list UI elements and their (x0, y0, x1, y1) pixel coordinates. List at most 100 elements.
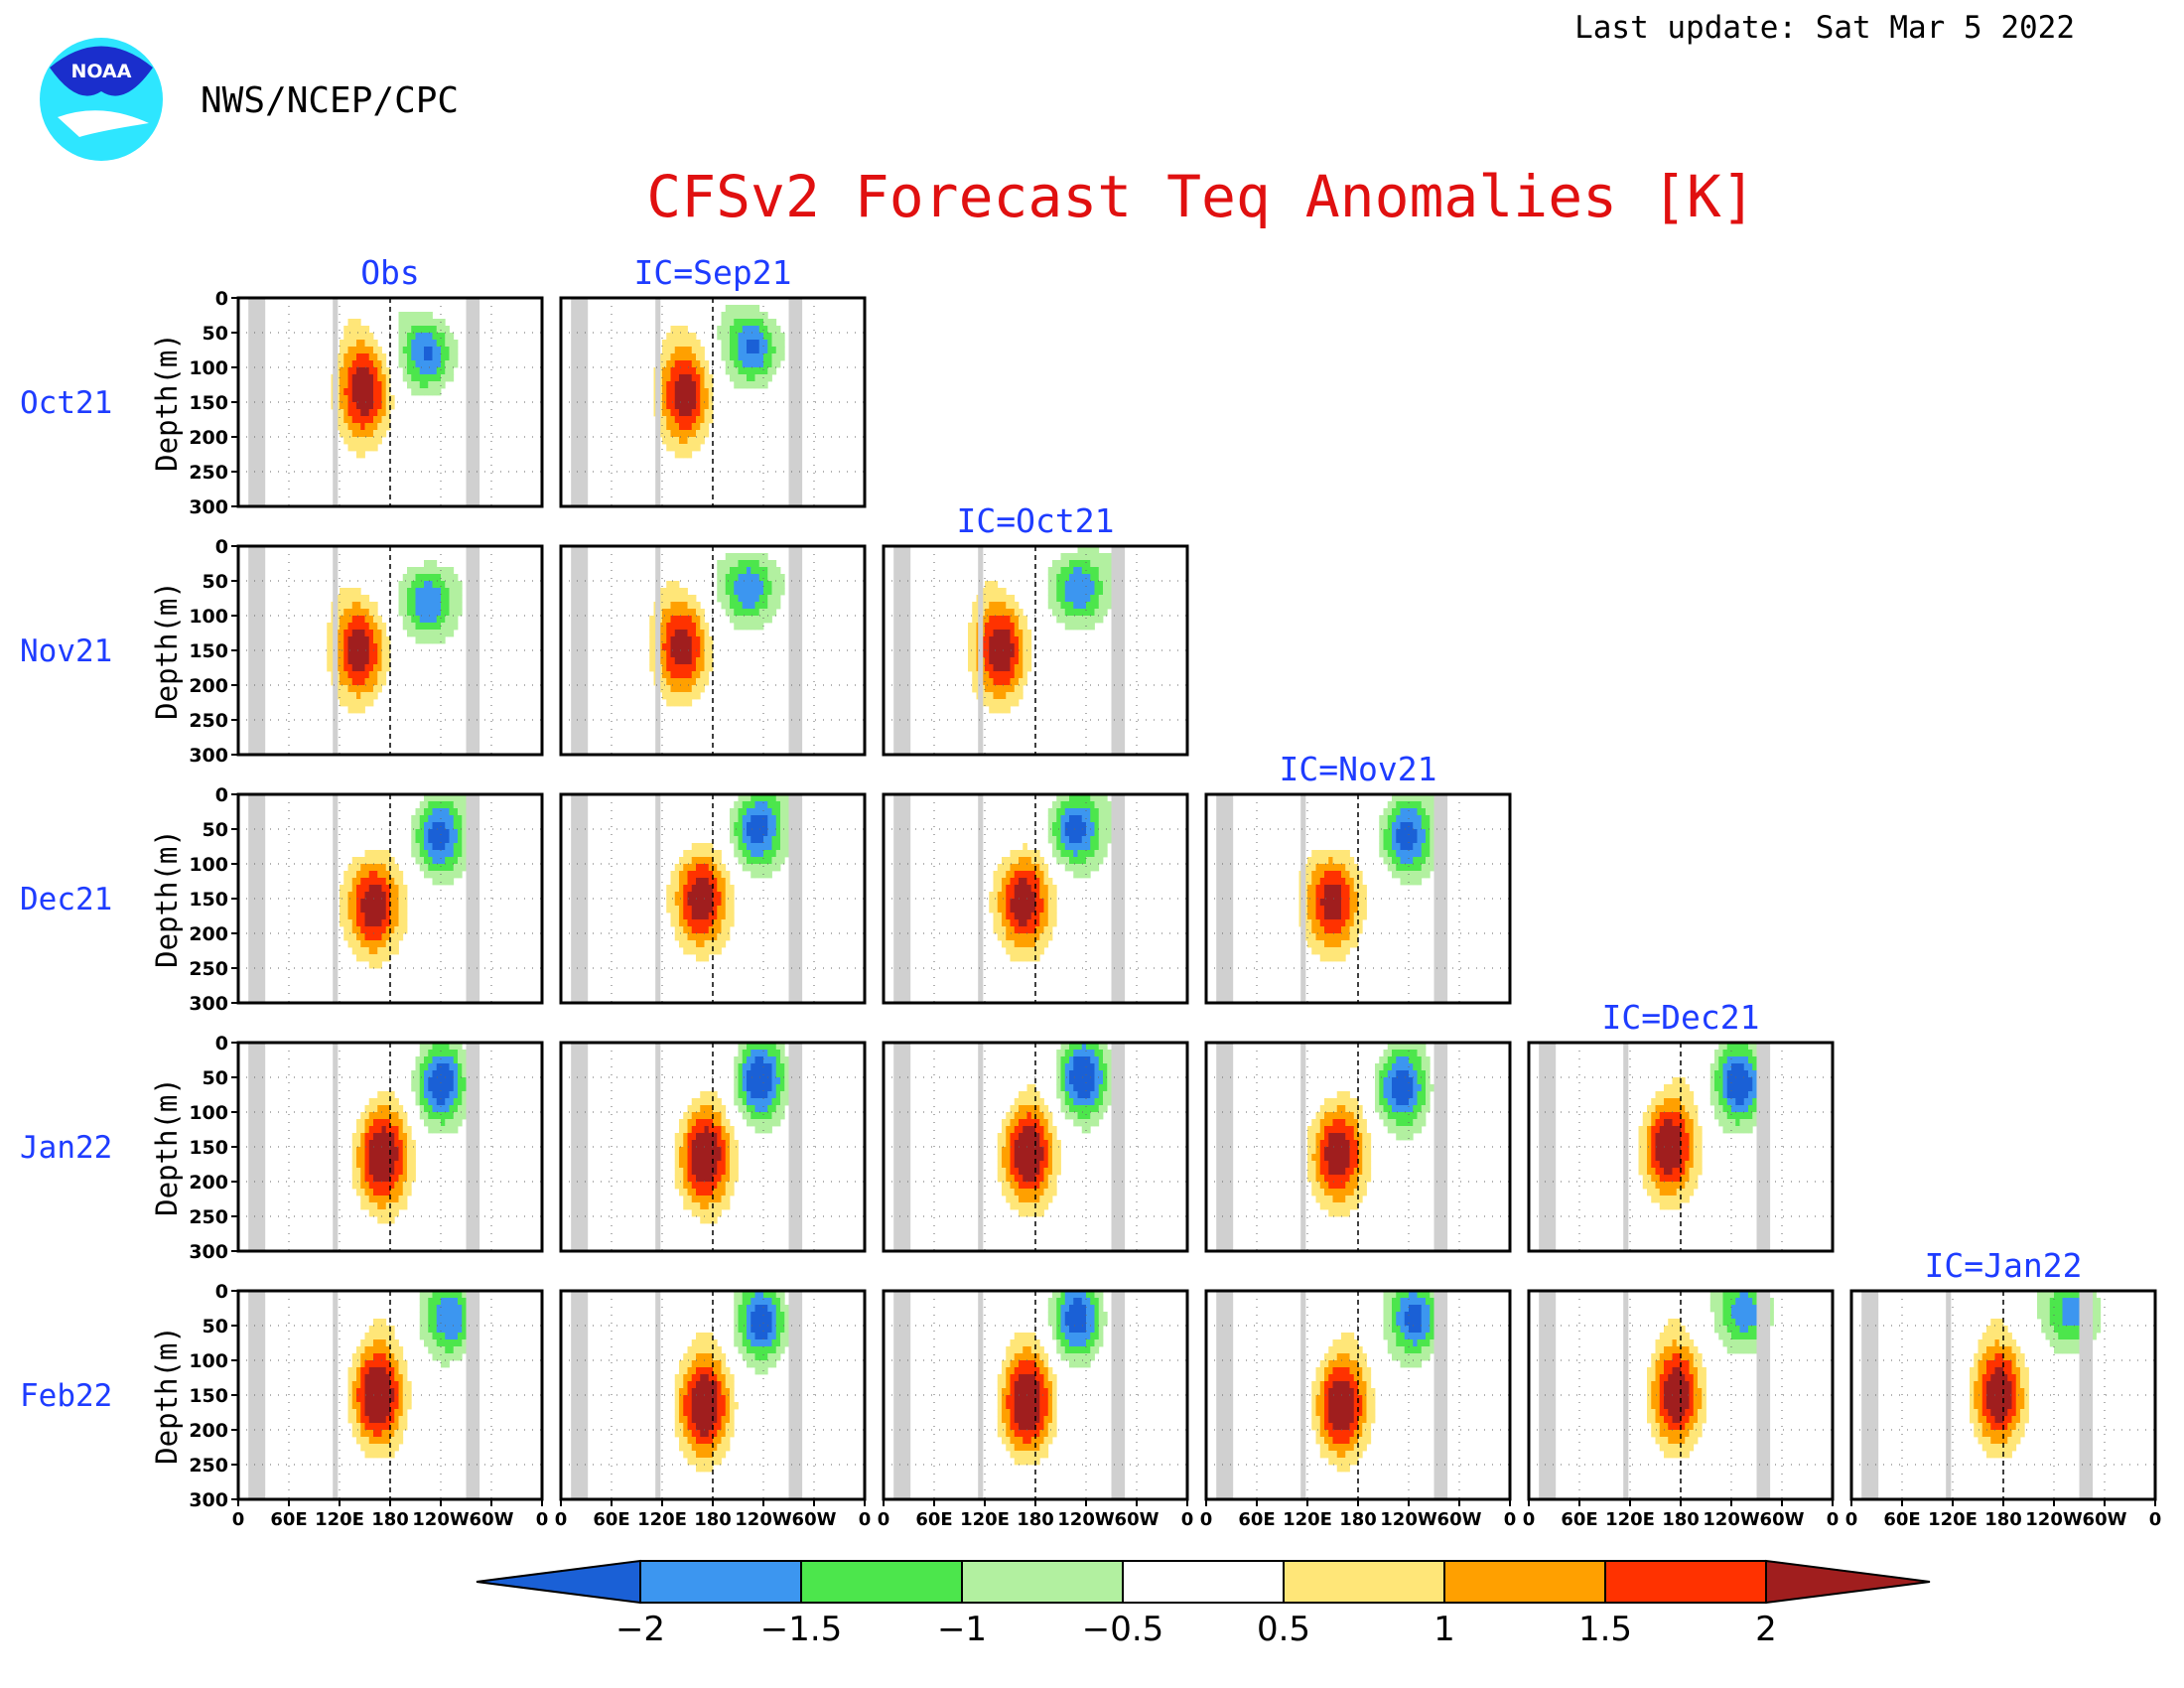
anomaly-cell (704, 1133, 710, 1141)
anomaly-cell (758, 815, 764, 823)
anomaly-cell (428, 560, 433, 568)
anomaly-cell (670, 623, 676, 631)
anomaly-cell (351, 444, 357, 452)
anomaly-cell (700, 1168, 705, 1176)
anomaly-cell (662, 623, 667, 631)
land-mask (333, 546, 339, 755)
anomaly-cell (368, 333, 374, 341)
anomaly-cell (1341, 913, 1346, 920)
anomaly-cell (683, 1112, 688, 1120)
anomaly-cell (993, 913, 999, 920)
anomaly-cell (356, 340, 361, 348)
anomaly-cell (1006, 623, 1011, 631)
anomaly-cell (1060, 822, 1066, 830)
anomaly-cell (1056, 1154, 1061, 1162)
anomaly-cell (1090, 808, 1095, 816)
anomaly-cell (679, 374, 684, 382)
anomaly-cell (751, 1050, 755, 1057)
anomaly-cell (1319, 913, 1325, 920)
anomaly-cell (1392, 1105, 1397, 1113)
anomaly-cell (1010, 1175, 1016, 1183)
anomaly-cell (1345, 940, 1350, 948)
anomaly-cell (738, 609, 744, 617)
anomaly-cell (1353, 913, 1359, 920)
anomaly-cell (721, 588, 727, 596)
anomaly-cell (364, 1112, 370, 1120)
anomaly-cell (436, 1056, 442, 1064)
anomaly-cell (1056, 1070, 1061, 1078)
anomaly-cell (436, 836, 442, 844)
anomaly-cell (751, 1070, 755, 1078)
anomaly-cell (1060, 574, 1066, 582)
anomaly-cell (1026, 643, 1032, 651)
anomaly-cell (1073, 850, 1078, 858)
anomaly-cell (385, 402, 391, 410)
anomaly-cell (758, 374, 764, 382)
anomaly-cell (679, 444, 684, 452)
anomaly-cell (713, 892, 718, 900)
anomaly-cell (381, 402, 387, 410)
anomaly-cell (1073, 581, 1078, 589)
anomaly-cell (377, 395, 382, 403)
anomaly-cell (1421, 1063, 1427, 1071)
anomaly-cell (1430, 808, 1434, 816)
anomaly-cell (1319, 885, 1325, 893)
anomaly-cell (351, 347, 357, 354)
anomaly-cell (1336, 1182, 1342, 1190)
anomaly-cell (1035, 1112, 1040, 1120)
anomaly-cell (758, 1098, 764, 1106)
anomaly-cell (696, 843, 701, 851)
anomaly-cell (398, 926, 404, 934)
anomaly-cell (364, 623, 370, 631)
anomaly-cell (1056, 1050, 1061, 1057)
anomaly-cell (758, 864, 764, 872)
anomaly-cell (441, 1119, 446, 1127)
anomaly-cell (1421, 1056, 1427, 1064)
anomaly-cell (351, 857, 357, 865)
anomaly-cell (340, 685, 344, 693)
anomaly-cell (381, 1147, 387, 1155)
anomaly-cell (691, 1133, 697, 1141)
anomaly-cell (445, 836, 450, 844)
anomaly-cell (385, 954, 391, 962)
anomaly-cell (747, 1077, 751, 1085)
anomaly-cell (771, 602, 777, 610)
anomaly-cell (1319, 940, 1325, 948)
anomaly-cell (754, 553, 760, 561)
anomaly-cell (708, 871, 714, 879)
anomaly-cell (713, 1133, 718, 1141)
anomaly-cell (390, 919, 395, 927)
anomaly-cell (373, 636, 378, 644)
anomaly-cell (424, 1091, 429, 1099)
anomaly-cell (1396, 801, 1401, 809)
anomaly-cell (411, 347, 416, 354)
anomaly-cell (381, 1196, 387, 1203)
anomaly-cell (1052, 843, 1057, 851)
anomaly-cell (747, 588, 751, 596)
anomaly-cell (742, 822, 748, 830)
anomaly-cell (1328, 1196, 1333, 1203)
anomaly-cell (390, 1105, 395, 1113)
anomaly-cell (758, 843, 764, 851)
anomaly-cell (368, 630, 374, 637)
anomaly-cell (432, 857, 438, 865)
anomaly-cell (441, 602, 446, 610)
anomaly-cell (1019, 692, 1024, 700)
anomaly-cell (385, 664, 391, 672)
anomaly-cell (767, 1098, 772, 1106)
anomaly-cell (700, 623, 705, 631)
anomaly-cell (1307, 1133, 1312, 1141)
anomaly-cell (1417, 808, 1423, 816)
anomaly-cell (767, 1070, 772, 1078)
anomaly-cell (751, 333, 755, 341)
anomaly-cell (1010, 906, 1016, 914)
anomaly-cell (453, 1050, 459, 1057)
anomaly-cell (373, 347, 378, 354)
anomaly-cell (356, 692, 361, 700)
anomaly-cell (1047, 1119, 1053, 1127)
anomaly-cell (775, 1091, 781, 1099)
anomaly-cell (1341, 1196, 1346, 1203)
anomaly-cell (1019, 926, 1024, 934)
anomaly-cell (679, 595, 684, 603)
